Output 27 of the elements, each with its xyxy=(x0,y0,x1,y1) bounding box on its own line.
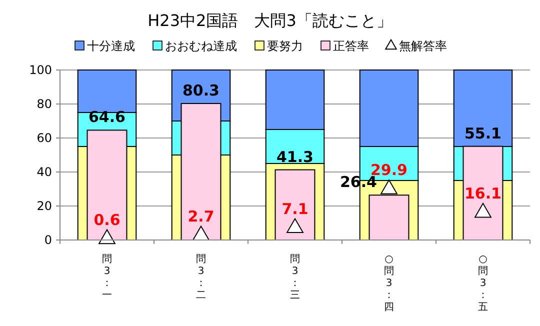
y-tick-label: 100 xyxy=(29,63,52,77)
legend-label: 十分達成 xyxy=(87,39,135,53)
data-label: 41.3 xyxy=(276,148,314,166)
legend-label: 要努力 xyxy=(267,39,303,53)
x-tick-label: 問3：一 xyxy=(102,254,112,301)
point xyxy=(380,179,398,194)
x-tick-label: 問3：三 xyxy=(290,254,300,301)
legend-label: 無解答率 xyxy=(399,39,447,53)
data-label: 0.6 xyxy=(94,210,120,229)
legend-label: おおむね達成 xyxy=(165,39,237,53)
data-label: 80.3 xyxy=(182,81,220,100)
chart-title: H23中2国語 大問3「読むこと」 xyxy=(148,11,392,30)
y-tick-label: 40 xyxy=(36,165,52,179)
y-tick-label: 20 xyxy=(36,199,52,213)
data-label: 55.1 xyxy=(464,124,502,142)
x-tick-label: ○問3：五 xyxy=(478,254,488,313)
data-label: 2.7 xyxy=(188,207,214,226)
y-tick-label: 60 xyxy=(36,131,52,145)
point xyxy=(286,218,304,234)
y-tick-label: 80 xyxy=(36,97,52,111)
data-label: 7.1 xyxy=(282,200,308,218)
point xyxy=(98,229,116,244)
legend-label: 正答率 xyxy=(333,39,369,53)
data-label: 16.1 xyxy=(464,184,502,203)
x-tick-label: ○問3：四 xyxy=(384,254,394,313)
y-tick-label: 0 xyxy=(44,233,52,247)
x-tick-label: 問3：二 xyxy=(196,254,206,301)
